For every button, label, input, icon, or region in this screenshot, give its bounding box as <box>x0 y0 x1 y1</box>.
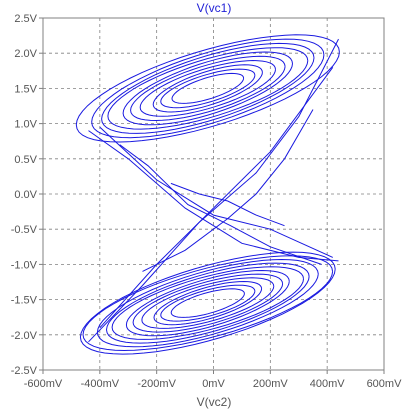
x-tick-label: 400mV <box>310 378 346 390</box>
crossing-strand <box>99 67 334 329</box>
lower-lobe-orbit <box>160 284 256 322</box>
upper-lobe-orbit <box>107 47 309 130</box>
x-tick-label: -400mV <box>81 378 120 390</box>
crossing-strand <box>119 144 322 265</box>
upper-lobe-orbit <box>160 68 256 109</box>
x-tick-label: -200mV <box>137 378 176 390</box>
lower-lobe-orbit <box>141 277 275 329</box>
upper-lobe-orbit <box>171 72 245 104</box>
upper-lobe-orbit <box>152 64 263 113</box>
x-axis-label: V(vc2) <box>197 395 232 409</box>
lower-lobe-orbit <box>153 280 263 326</box>
lower-lobe-orbit <box>132 273 284 333</box>
x-tick-label: 200mV <box>253 378 289 390</box>
upper-lobe-orbit <box>91 38 325 139</box>
crossing-strand <box>142 109 314 272</box>
upper-lobe-orbit <box>130 55 286 122</box>
lower-lobe-orbit <box>82 255 334 352</box>
x-tick-label: 600mV <box>367 378 403 390</box>
crossing-strand <box>170 182 285 227</box>
y-tick-label: -0.5V <box>11 224 38 236</box>
y-tick-label: 2.5V <box>14 13 37 25</box>
upper-lobe-orbit <box>122 51 293 126</box>
crossing-strand <box>88 130 339 262</box>
y-tick-label: -2.0V <box>11 330 38 342</box>
trace-group <box>75 34 340 355</box>
y-tick-label: -2.5V <box>11 365 38 377</box>
y-tick-label: 1.5V <box>14 83 37 95</box>
y-tick-label: -1.5V <box>11 295 38 307</box>
y-tick-label: -1.0V <box>11 259 38 271</box>
crossing-strand <box>99 126 334 258</box>
chart-title: V(vc1) <box>197 1 232 15</box>
y-tick-label: 0.0V <box>14 189 37 201</box>
lower-lobe-orbit <box>170 288 245 318</box>
tick-labels: -600mV -400mV -200mV 0mV 200mV 400mV 600mV 2.5V… <box>11 13 402 390</box>
lower-lobe-orbit <box>125 269 290 337</box>
lower-lobe-orbit <box>105 262 310 344</box>
upper-lobe-orbit <box>139 59 276 117</box>
x-tick-label: 0mV <box>202 378 225 390</box>
y-tick-label: 0.5V <box>14 154 37 166</box>
lower-lobe-orbit <box>79 251 336 355</box>
y-tick-label: 1.0V <box>14 119 37 131</box>
y-tick-label: 2.0V <box>14 48 37 60</box>
x-tick-label: -600mV <box>24 378 63 390</box>
upper-lobe-orbit <box>101 42 315 134</box>
lower-lobe-orbit <box>111 266 304 340</box>
upper-lobe-orbit <box>75 34 340 143</box>
